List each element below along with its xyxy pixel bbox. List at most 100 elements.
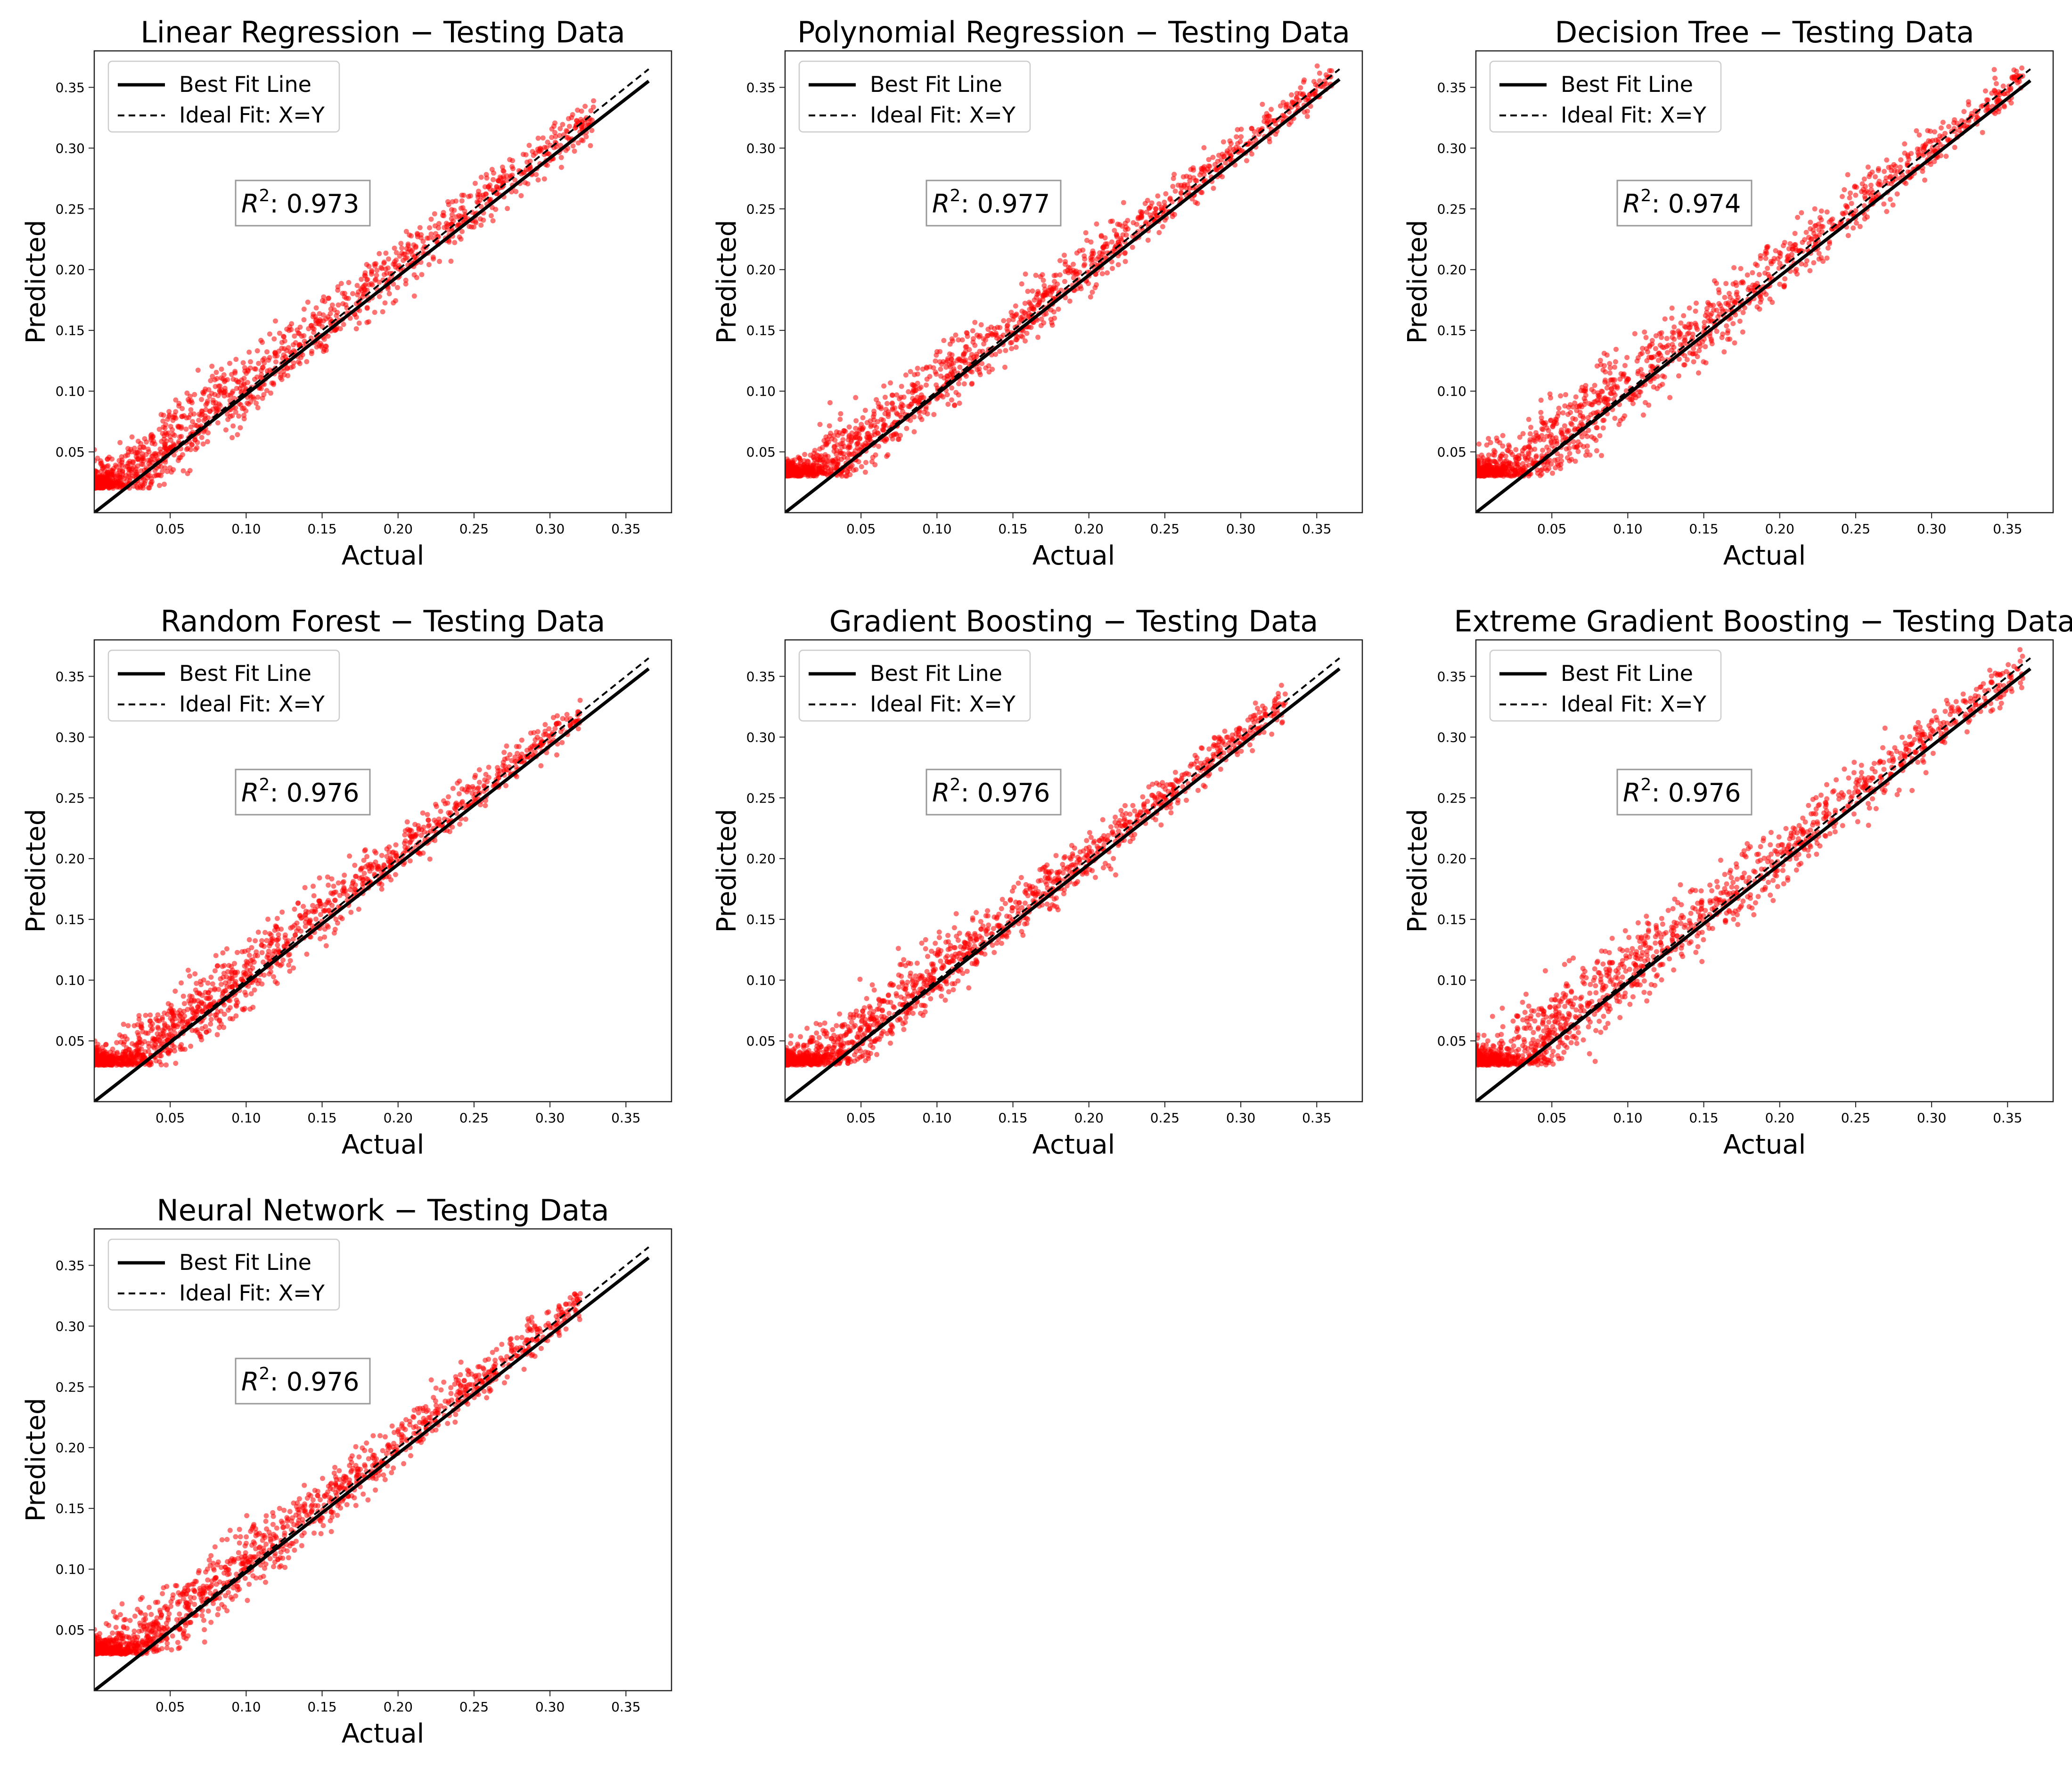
scatter-points bbox=[92, 698, 583, 1068]
data-point bbox=[309, 349, 314, 354]
data-point bbox=[1550, 471, 1555, 476]
data-point bbox=[949, 385, 954, 391]
data-point bbox=[572, 148, 577, 154]
data-point bbox=[255, 405, 261, 410]
data-point bbox=[927, 364, 933, 369]
data-point bbox=[437, 259, 442, 264]
data-point bbox=[860, 442, 866, 448]
data-point bbox=[975, 367, 980, 372]
data-point bbox=[1130, 245, 1135, 250]
data-point bbox=[868, 424, 873, 429]
y-axis-label: Predicted bbox=[712, 220, 742, 344]
data-point bbox=[1693, 321, 1698, 326]
data-point bbox=[114, 1040, 119, 1045]
data-point bbox=[591, 98, 596, 104]
x-tick-label: 0.35 bbox=[1302, 521, 1331, 537]
data-point bbox=[143, 478, 148, 483]
data-point bbox=[2009, 75, 2015, 81]
data-point bbox=[1235, 127, 1240, 132]
data-point bbox=[588, 108, 593, 114]
data-point bbox=[883, 395, 888, 400]
data-point bbox=[950, 336, 955, 342]
data-point bbox=[106, 485, 111, 491]
data-point bbox=[1077, 270, 1082, 275]
data-point bbox=[334, 313, 339, 318]
data-point bbox=[915, 371, 920, 376]
data-point bbox=[193, 447, 198, 452]
data-point bbox=[1952, 145, 1957, 150]
data-point bbox=[247, 1006, 253, 1012]
data-point bbox=[1799, 210, 1804, 215]
data-point bbox=[1146, 237, 1151, 243]
data-point bbox=[180, 452, 185, 458]
data-point bbox=[326, 314, 331, 319]
data-point bbox=[190, 419, 195, 424]
data-point bbox=[1730, 321, 1736, 326]
y-tick-label: 0.15 bbox=[56, 323, 85, 338]
data-point bbox=[997, 325, 1002, 330]
data-point bbox=[256, 361, 261, 366]
data-point bbox=[452, 240, 457, 245]
data-point bbox=[1096, 254, 1101, 260]
data-point bbox=[939, 361, 944, 367]
data-point bbox=[1683, 337, 1688, 343]
data-point bbox=[1804, 230, 1809, 235]
data-point bbox=[1694, 301, 1699, 306]
data-point bbox=[209, 364, 214, 369]
data-point bbox=[1710, 341, 1715, 346]
data-point bbox=[527, 143, 532, 148]
data-point bbox=[552, 121, 557, 126]
data-point bbox=[1613, 359, 1618, 364]
data-point bbox=[1278, 103, 1283, 108]
data-point bbox=[450, 212, 455, 217]
x-tick-label: 0.35 bbox=[1993, 521, 2022, 537]
data-point bbox=[965, 331, 970, 336]
data-point bbox=[1298, 85, 1303, 90]
data-point bbox=[1725, 330, 1730, 335]
data-point bbox=[450, 219, 456, 224]
data-point bbox=[163, 425, 168, 431]
data-point bbox=[1491, 452, 1496, 457]
data-point bbox=[1903, 181, 1908, 186]
data-point bbox=[406, 242, 411, 247]
data-point bbox=[1109, 239, 1114, 245]
data-point bbox=[1487, 466, 1492, 471]
data-point bbox=[475, 199, 480, 205]
data-point bbox=[806, 459, 811, 464]
data-point bbox=[1153, 206, 1158, 212]
data-point bbox=[235, 432, 240, 437]
data-point bbox=[1216, 153, 1221, 158]
data-point bbox=[1041, 320, 1046, 326]
data-point bbox=[399, 251, 404, 256]
data-point bbox=[170, 427, 175, 433]
data-point bbox=[131, 464, 137, 469]
data-point bbox=[1715, 314, 1720, 319]
data-point bbox=[1083, 230, 1089, 236]
data-point bbox=[313, 916, 319, 922]
data-point bbox=[1957, 128, 1962, 133]
data-point bbox=[1498, 473, 1503, 478]
data-point bbox=[1123, 259, 1128, 264]
data-point bbox=[1003, 348, 1008, 353]
r2-value: : 0.973 bbox=[270, 189, 359, 219]
data-point bbox=[788, 472, 793, 477]
data-point bbox=[1155, 193, 1160, 198]
y-axis-label: Predicted bbox=[1402, 220, 1433, 344]
data-point bbox=[160, 469, 165, 474]
data-point bbox=[481, 218, 486, 223]
data-point bbox=[1794, 267, 1799, 272]
data-point bbox=[219, 367, 224, 372]
data-point bbox=[1062, 253, 1067, 258]
data-point bbox=[1617, 376, 1622, 382]
data-point bbox=[1035, 335, 1040, 340]
data-point bbox=[1659, 330, 1664, 335]
data-point bbox=[393, 843, 399, 848]
data-point bbox=[1767, 296, 1772, 302]
data-point bbox=[461, 193, 467, 198]
data-point bbox=[1002, 365, 1007, 370]
data-point bbox=[404, 246, 409, 251]
data-point bbox=[239, 383, 244, 388]
data-point bbox=[1980, 130, 1985, 135]
data-point bbox=[203, 386, 208, 392]
data-point bbox=[871, 409, 876, 414]
